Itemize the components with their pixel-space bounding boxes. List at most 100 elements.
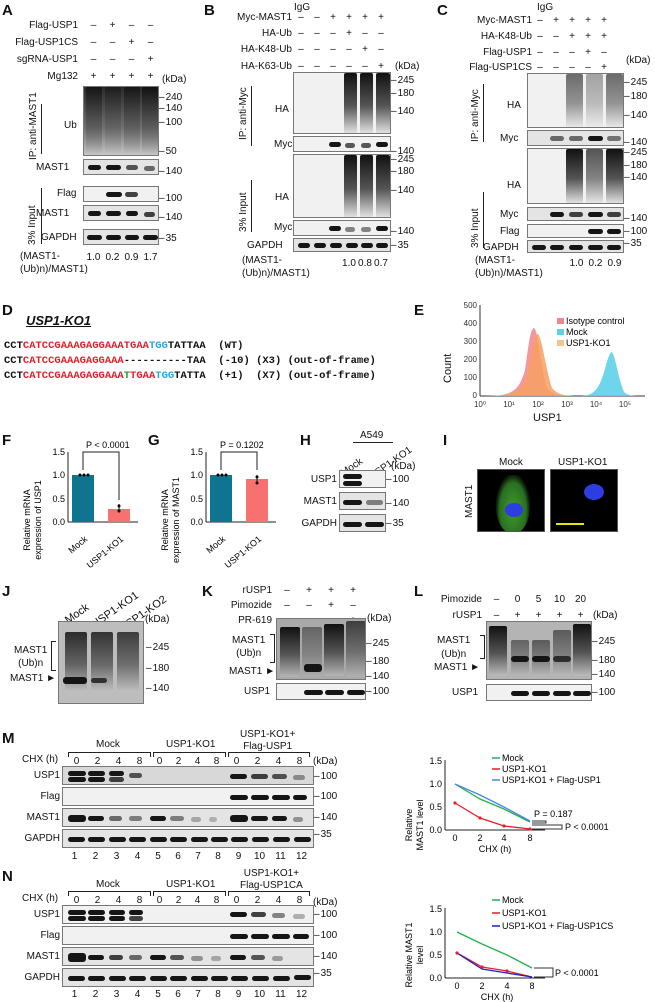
line-chart-m: Relative MAST1 level 0.0 0.5 1.0 1.5 0 2 4…	[404, 753, 609, 854]
condition-signs: – – + + + +	[298, 12, 384, 23]
if-image-mock	[477, 469, 545, 532]
svg-text:8: 8	[529, 981, 534, 991]
blot-label: GAPDH	[247, 240, 283, 251]
svg-text:USP1-KO1: USP1-KO1	[85, 534, 126, 570]
blot-label: MAST1	[36, 208, 70, 219]
kda-label: (kDa)	[367, 613, 392, 624]
svg-text:10¹: 10¹	[503, 400, 515, 409]
ip-label: IP: anti-Myc	[470, 89, 481, 142]
mw-marker: 140	[366, 671, 390, 682]
panel-label-d: D	[2, 302, 13, 319]
svg-text:USP1-KO1: USP1-KO1	[502, 908, 547, 918]
mw-marker: 100	[159, 193, 183, 204]
blot-k-ub	[276, 618, 366, 680]
blot-label: GAPDH	[483, 242, 519, 253]
svg-text:0.0: 0.0	[190, 517, 203, 527]
kda-label: (kDa)	[593, 610, 618, 621]
group-label: USP1-KO1	[166, 879, 216, 890]
blot-c-ha-input	[527, 148, 624, 204]
blot-b-ha-input	[293, 154, 391, 218]
row-label: MAST1	[464, 484, 475, 518]
blot-b-myc-input	[293, 220, 391, 236]
cell-line-label: A549	[360, 430, 384, 441]
group-label: Mock	[96, 879, 120, 890]
condition-label: HA-K48-Ub	[240, 44, 292, 55]
condition-label: rUSP1	[452, 610, 482, 621]
mw-marker: 100	[366, 686, 390, 697]
blot-a-mast1-ip	[83, 159, 159, 175]
blot-label: MAST1	[26, 812, 60, 823]
svg-text:CHX (h): CHX (h)	[481, 992, 514, 1002]
svg-text:1.0: 1.0	[52, 470, 65, 480]
panel-label-h: H	[300, 432, 311, 449]
arrow-label: MAST1 ►	[229, 666, 276, 677]
svg-text:0.5: 0.5	[429, 950, 442, 960]
kda-label: (kDa)	[391, 461, 416, 472]
mw-marker: 35	[391, 240, 409, 251]
condition-label: sgRNA-USP1	[16, 54, 78, 65]
group-label: Mock	[96, 739, 120, 750]
svg-text:0.0: 0.0	[52, 517, 65, 527]
blot-label: GAPDH	[24, 972, 60, 983]
svg-text:Mock: Mock	[204, 534, 227, 556]
condition-signs: – – – – + –	[298, 44, 384, 55]
svg-text:1.5: 1.5	[429, 756, 442, 766]
blot-label: MAST1	[36, 162, 70, 173]
blot-label: USP1	[33, 909, 60, 920]
condition-label: Pimozide	[440, 594, 482, 605]
blot-label: HA	[275, 104, 289, 115]
svg-text:CHX (h): CHX (h)	[479, 844, 512, 854]
mw-marker: 240	[159, 92, 183, 103]
blot-label: MAST1	[303, 496, 337, 507]
mw-marker: 180	[624, 160, 648, 171]
arrow-label: MAST1 ►	[10, 673, 57, 684]
svg-text:P = 0.1202: P = 0.1202	[220, 440, 264, 450]
mw-marker: 140	[391, 146, 415, 157]
condition-signs: – – + + +	[537, 31, 607, 42]
blot-l-ub	[486, 621, 592, 680]
condition-label: Flag-USP1CS	[15, 37, 78, 48]
scale-bar	[556, 523, 584, 525]
blot-label: MAST1	[26, 951, 60, 962]
mw-marker: 180	[592, 655, 616, 666]
mw-marker: 140	[159, 212, 183, 223]
ratio-label: (MAST1- (Ub)n)/MAST1)	[475, 255, 543, 279]
mw-marker: 180	[391, 88, 415, 99]
condition-signs: –––+	[90, 54, 154, 65]
svg-text:USP1-KO1 + Flag-USP1CS: USP1-KO1 + Flag-USP1CS	[502, 921, 613, 931]
blot-label: Flag	[57, 188, 77, 199]
mw-marker: 140	[624, 213, 648, 224]
blot-a-mast1-input	[83, 205, 159, 221]
mw-marker: 140	[592, 669, 616, 680]
blot-l-usp1	[486, 684, 592, 701]
panel-label-j: J	[2, 583, 11, 600]
column-label: USP1-KO1	[558, 457, 608, 468]
mw-marker: 140	[391, 226, 415, 237]
condition-signs: – – – + –	[537, 47, 607, 58]
svg-text:expression of MAST1: expression of MAST1	[171, 477, 181, 563]
mw-marker: 140	[314, 951, 338, 962]
panel-label-c: C	[437, 2, 448, 19]
blot-label: Myc	[274, 222, 293, 233]
svg-text:MAST1 level: MAST1 level	[415, 799, 425, 850]
mw-marker: 140	[391, 185, 415, 196]
igg-label: IgG	[294, 2, 311, 13]
blot-n-gapdh	[62, 968, 314, 987]
blot-c-myc-input	[527, 207, 624, 221]
svg-text:Relative mRNA: Relative mRNA	[160, 489, 170, 551]
mw-marker: 245	[146, 642, 170, 653]
blot-label: GAPDH	[301, 518, 337, 529]
condition-label: Pimozide	[230, 600, 272, 611]
blot-n-usp1	[62, 905, 314, 924]
mw-marker: 140	[624, 110, 648, 121]
blot-k-usp1	[276, 683, 366, 700]
column-label: Mock	[499, 457, 523, 468]
blot-b-gapdh	[293, 238, 391, 252]
svg-text:0.0: 0.0	[429, 973, 442, 983]
panel-label-l: L	[414, 583, 424, 600]
blot-n-flag	[62, 926, 314, 945]
kda-label: (kDa)	[313, 897, 338, 908]
condition-signs: + + + +	[90, 71, 154, 82]
mw-marker: 35	[314, 968, 332, 979]
